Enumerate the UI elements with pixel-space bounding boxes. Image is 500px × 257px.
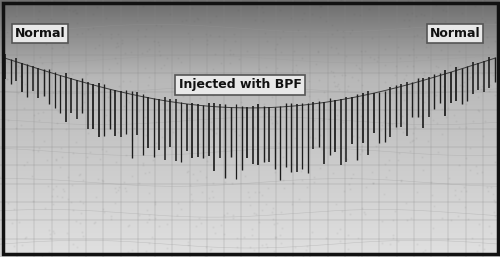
Text: Normal: Normal <box>430 27 480 40</box>
Text: Normal: Normal <box>14 27 66 40</box>
Text: Injected with BPF: Injected with BPF <box>178 78 302 91</box>
